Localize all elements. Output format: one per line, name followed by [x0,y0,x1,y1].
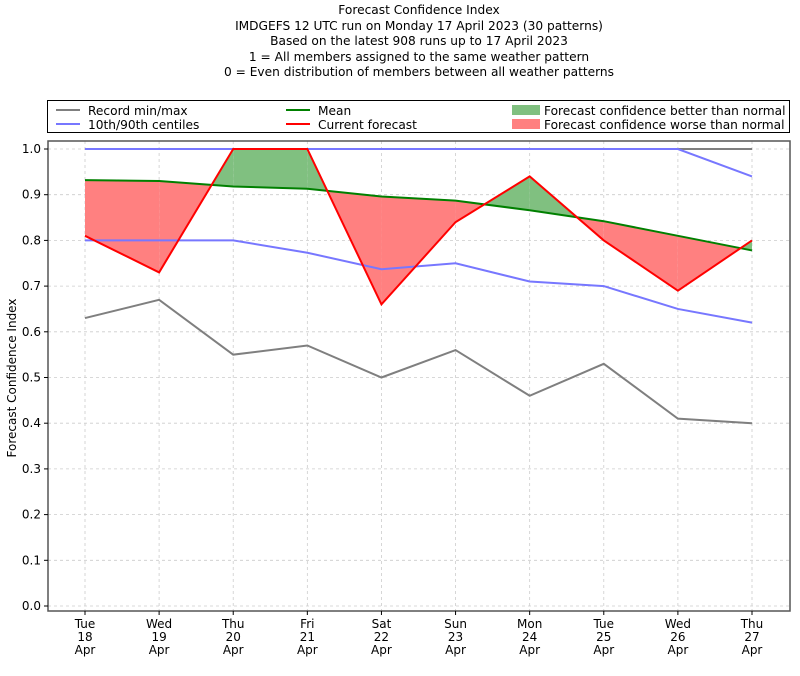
x-tick-label-day: Fri [300,617,314,631]
legend-item-mean: Mean [286,104,351,118]
y-tick-label: 0.0 [22,599,41,613]
fill-worse [603,221,678,291]
x-tick-label-month: Apr [742,643,763,657]
y-tick-label: 0.2 [22,508,41,522]
y-tick-label: 0.8 [22,233,41,247]
y-axis: 0.0 0.1 0.2 0.3 0.4 0.5 0.6 0.7 0.8 0.9 1.0 [22,142,48,613]
plot-frame [47,140,791,612]
x-tick-label-date: 24 [522,630,537,644]
fill-worse [677,235,741,291]
legend-label: Current forecast [318,118,417,132]
x-tick-label-date: 25 [596,630,611,644]
legend-label: Record min/max [88,104,188,118]
x-tick-label-day: Sat [372,617,392,631]
legend-item-current: Current forecast [286,118,417,132]
x-tick-label-date: 19 [151,630,166,644]
x-tick-label-day: Thu [740,617,764,631]
legend-patch-swatch [512,104,540,115]
y-tick-label: 1.0 [22,142,41,156]
x-tick-label-month: Apr [371,643,392,657]
y-tick-label: 0.9 [22,188,41,202]
x-tick-label-day: Tue [593,617,615,631]
title-line: IMDGEFS 12 UTC run on Monday 17 April 20… [235,18,603,33]
legend-label: Forecast confidence better than normal [544,104,786,118]
y-tick-label: 0.5 [22,371,41,385]
y-tick-label: 0.4 [22,416,41,430]
series-line-90th-centile [85,148,753,178]
legend-label: 10th/90th centiles [88,118,200,132]
x-tick-label-date: 20 [226,630,241,644]
x-tick-label-month: Apr [519,643,540,657]
legend-label: Forecast confidence worse than normal [544,118,785,132]
x-tick-label-month: Apr [297,643,318,657]
legend-line-swatch [56,108,80,111]
fill-better [233,149,308,189]
x-tick-label-day: Thu [221,617,245,631]
legend-item-worse: Forecast confidence worse than normal [512,118,784,132]
title-line: 1 = All members assigned to the same wea… [248,49,590,64]
series-line-10th-centile [85,239,753,324]
x-tick-label-day: Mon [517,617,542,631]
fill-better [484,176,530,211]
title-line: Forecast Confidence Index [338,3,500,17]
series-lines [84,148,753,425]
legend: Record min/max 10th/90th centiles Mean C… [47,100,790,133]
x-tick-label-date: 23 [448,630,463,644]
y-axis-label: Forecast Confidence Index [5,299,19,458]
legend-label: Mean [318,104,352,118]
y-tick-label: 0.6 [22,325,41,339]
x-tick-label-month: Apr [75,643,96,657]
fill-worse [381,196,456,305]
x-tick-label-date: 22 [374,630,389,644]
x-axis: Tue18AprWed19AprThu20AprFri21AprSat22Apr… [74,611,764,657]
x-tick-label-day: Sun [444,617,467,631]
x-tick-label-month: Apr [668,643,689,657]
legend-line-swatch [56,122,80,125]
fill-worse [85,180,160,273]
legend-item-centiles: 10th/90th centiles [56,118,199,132]
x-tick-label-day: Wed [665,617,691,631]
y-tick-label: 0.1 [22,553,41,567]
x-tick-label-month: Apr [149,643,170,657]
fill-areas [85,149,752,305]
x-tick-label-month: Apr [593,643,614,657]
x-tick-label-date: 26 [670,630,685,644]
series-line-current-forecast [84,148,753,307]
legend-patch-swatch [512,118,540,129]
x-tick-label-day: Tue [74,617,96,631]
legend-line-swatch [286,122,310,125]
legend-item-record: Record min/max [56,104,188,118]
x-tick-label-date: 27 [744,630,759,644]
chart-title: Forecast Confidence Index IMDGEFS 12 UTC… [0,3,800,81]
x-tick-label-day: Wed [146,617,172,631]
x-tick-label-date: 18 [77,630,92,644]
series-line-mean [84,179,753,252]
title-line: Based on the latest 908 runs up to 17 Ap… [270,34,568,49]
series-line-record-min [84,298,753,425]
legend-item-better: Forecast confidence better than normal [512,104,785,118]
title-line: 0 = Even distribution of members between… [223,65,615,80]
x-tick-label-date: 21 [300,630,315,644]
x-tick-label-month: Apr [223,643,244,657]
y-tick-label: 0.7 [22,279,41,293]
legend-line-swatch [286,108,310,111]
y-tick-label: 0.3 [22,462,41,476]
x-tick-label-month: Apr [445,643,466,657]
